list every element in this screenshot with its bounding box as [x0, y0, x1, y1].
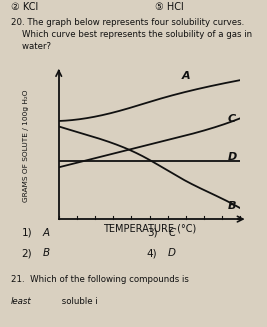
Text: 4): 4)	[147, 248, 158, 258]
Text: D: D	[227, 152, 237, 162]
Text: 21.  Which of the following compounds is: 21. Which of the following compounds is	[11, 275, 191, 284]
Text: 3): 3)	[147, 228, 158, 238]
Text: B: B	[227, 201, 236, 211]
Text: ⑤ HCl: ⑤ HCl	[155, 2, 184, 12]
Text: GRAMS OF SOLUTE / 100g H₂O: GRAMS OF SOLUTE / 100g H₂O	[23, 89, 29, 202]
Text: A: A	[43, 228, 50, 238]
Text: soluble i: soluble i	[59, 297, 97, 306]
Text: C: C	[168, 228, 175, 238]
X-axis label: TEMPERATURE (°C): TEMPERATURE (°C)	[103, 223, 196, 233]
Text: D: D	[168, 248, 176, 258]
Text: 20. The graph below represents four solubility curves.
    Which curve best repr: 20. The graph below represents four solu…	[11, 18, 252, 51]
Text: B: B	[43, 248, 50, 258]
Text: 1): 1)	[21, 228, 32, 238]
Text: C: C	[227, 114, 236, 124]
Text: least: least	[11, 297, 32, 306]
Text: A: A	[182, 71, 191, 81]
Text: ② KCl: ② KCl	[11, 2, 38, 12]
Text: 2): 2)	[21, 248, 32, 258]
